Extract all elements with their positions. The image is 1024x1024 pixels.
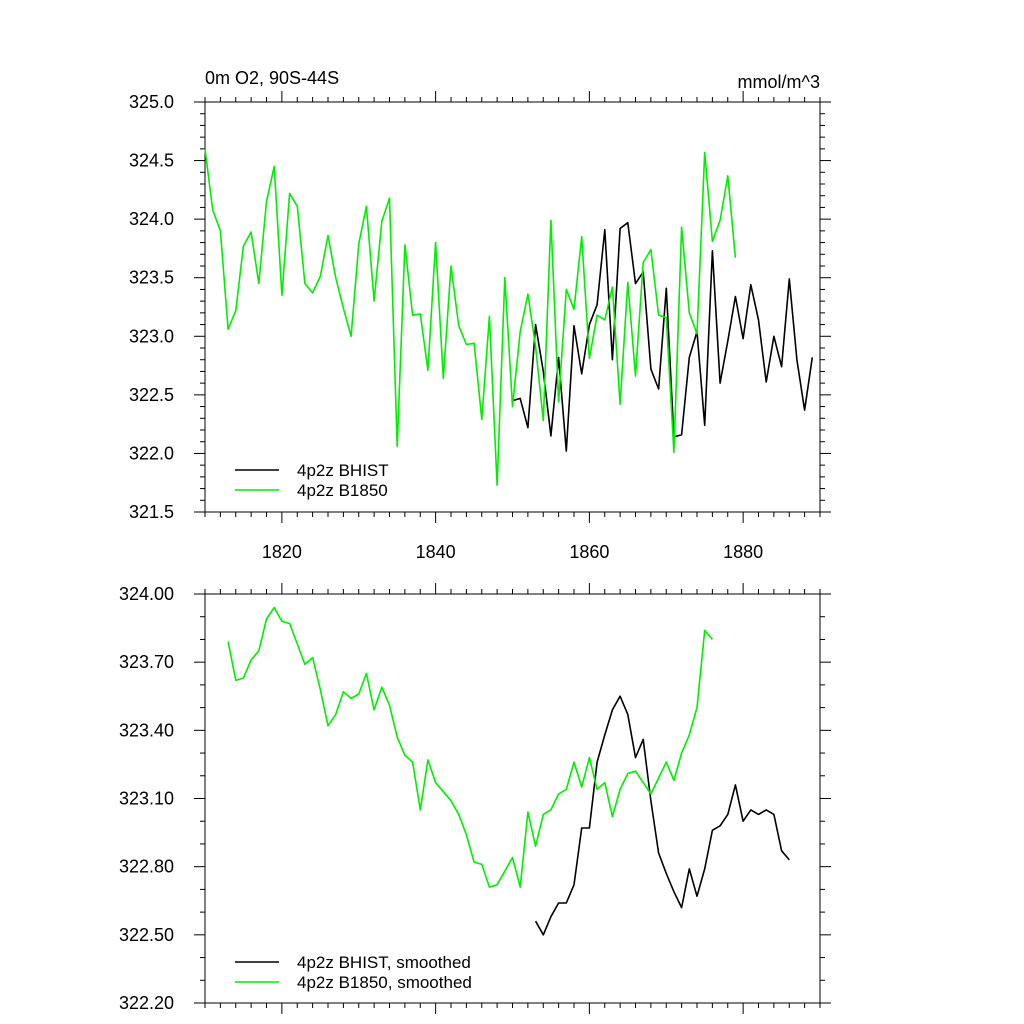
bottom-y-tick-label: 322.20: [119, 993, 174, 1013]
top-x-tick-label: 1880: [723, 542, 763, 562]
bottom-legend-label: 4p2z BHIST, smoothed: [297, 953, 471, 972]
top-y-tick-label: 322.0: [129, 443, 174, 463]
bottom-series-line-b1850: [227, 606, 714, 888]
top-y-tick-label: 324.5: [129, 151, 174, 171]
bottom-y-tick-label: 323.10: [119, 789, 174, 809]
top-x-tick-label: 1860: [569, 542, 609, 562]
top-panel: 0m O2, 90S-44S mmol/m^3 1820 1840 1860 1880…: [129, 68, 831, 562]
top-legend-label: 4p2z B1850: [297, 481, 388, 500]
top-title-left: 0m O2, 90S-44S: [205, 68, 339, 88]
bottom-series-group: [227, 606, 790, 936]
top-y-tick-label: 324.0: [129, 209, 174, 229]
bottom-panel: 322.20 322.50 322.80 323.10 323.40 323.70 324.…: [119, 583, 831, 1014]
top-y-tick-label: 325.0: [129, 92, 174, 112]
top-series-group: [204, 148, 814, 486]
bottom-y-tick-label: 323.70: [119, 652, 174, 672]
bottom-y-tick-label: 324.00: [119, 584, 174, 604]
top-y-tick-label: 323.5: [129, 268, 174, 288]
top-series-line-bhist: [512, 221, 814, 452]
bottom-series-line-bhist: [534, 695, 790, 936]
bottom-legend-label: 4p2z B1850, smoothed: [297, 973, 472, 992]
top-axes: 1820 1840 1860 1880 321.5 322.0 322.5 323.0 323.…: [129, 91, 831, 562]
top-x-tick-label: 1820: [262, 542, 302, 562]
bottom-y-tick-label: 322.80: [119, 857, 174, 877]
top-y-tick-label: 323.0: [129, 326, 174, 346]
top-plot-frame: [204, 101, 821, 513]
bottom-plot-frame: [204, 593, 821, 1004]
bottom-axes: 322.20 322.50 322.80 323.10 323.40 323.70 324.…: [119, 583, 831, 1014]
top-series-line-b1850: [204, 148, 737, 486]
bottom-y-tick-label: 322.50: [119, 925, 174, 945]
top-legend-label: 4p2z BHIST: [297, 461, 389, 480]
top-y-tick-label: 321.5: [129, 502, 174, 522]
bottom-y-tick-label: 323.40: [119, 720, 174, 740]
top-x-tick-label: 1840: [416, 542, 456, 562]
top-title-right: mmol/m^3: [738, 72, 820, 92]
top-y-tick-label: 322.5: [129, 385, 174, 405]
